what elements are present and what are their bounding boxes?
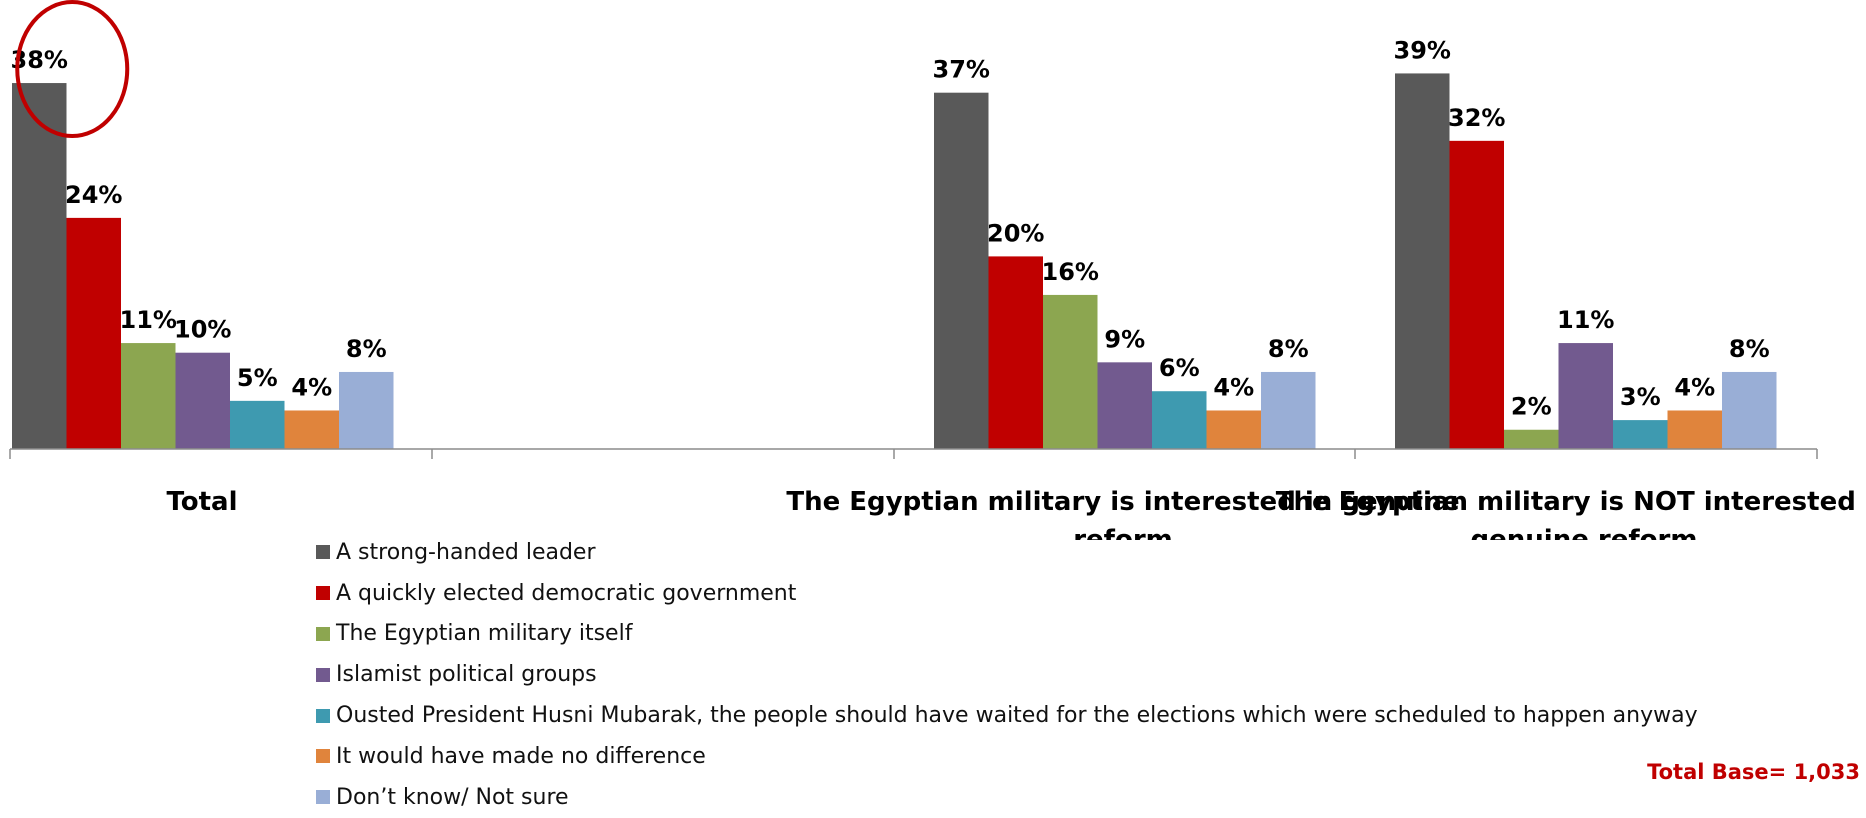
legend-swatch <box>316 626 330 641</box>
highlight-circle <box>15 0 130 139</box>
data-label: 10% <box>174 316 231 344</box>
data-label: 8% <box>346 335 387 363</box>
bar-the-egyptian-military-is-interested-in-g-islamist-political-groups <box>1097 362 1152 449</box>
data-label: 4% <box>291 373 332 401</box>
legend-item-it-would-have-made-no-difference: It would have made no difference <box>316 736 1698 777</box>
bar-the-egyptian-military-is-interested-in-g-it-would-have-made-no-difference <box>1206 410 1261 449</box>
data-label: 8% <box>1729 335 1770 363</box>
legend-label: Islamist political groups <box>336 662 597 688</box>
legend-item-ousted-president-husni-mubarak-the-peopl: Ousted President Husni Mubarak, the peop… <box>316 695 1698 736</box>
total-base-note: Total Base= 1,033 <box>1647 760 1860 784</box>
bar-total-the-egyptian-military-itself <box>121 343 176 449</box>
data-label: 9% <box>1104 325 1145 353</box>
data-label: 39% <box>1394 36 1451 64</box>
legend: A strong-handed leader A quickly elected … <box>316 532 1698 818</box>
bar-the-egyptian-military-is-interested-in-g-the-egyptian-military-itself <box>1043 294 1098 449</box>
bar-the-egyptian-military-is-not-interested--it-would-have-made-no-difference <box>1667 410 1722 449</box>
legend-swatch <box>316 790 330 805</box>
bar-total-it-would-have-made-no-difference <box>284 410 339 449</box>
bar-the-egyptian-military-is-not-interested--a-strong-handed-leader <box>1395 73 1450 450</box>
legend-label: Don’t know/ Not sure <box>336 784 569 810</box>
data-label: 16% <box>1042 258 1099 286</box>
data-label: 5% <box>237 364 278 392</box>
category-labels: Total The Egyptian military is interested… <box>166 487 1866 540</box>
data-label: 24% <box>65 181 122 209</box>
bar-total-don-t-know-not-sure <box>339 371 394 449</box>
legend-label: Ousted President Husni Mubarak, the peop… <box>336 703 1698 729</box>
data-label: 4% <box>1213 373 1254 401</box>
legend-swatch <box>316 749 330 764</box>
legend-swatch <box>316 586 330 601</box>
value-labels-layer: 38% 37%39%24%20%32%11%16%2%10% 9%11%5% 6%3%… <box>11 36 1770 420</box>
bar-the-egyptian-military-is-interested-in-g-ousted-president-husni-mubarak-the-peopl <box>1152 391 1207 449</box>
data-label: 3% <box>1620 383 1661 411</box>
category-label-the-egyptian-military-is-interested-in-g: The Egyptian military is interested in g… <box>786 487 1459 540</box>
data-label: 11% <box>1557 306 1614 334</box>
legend-swatch <box>316 708 330 723</box>
data-label: 4% <box>1674 373 1715 401</box>
bar-the-egyptian-military-is-interested-in-g-a-strong-handed-leader <box>934 92 989 449</box>
data-label: 32% <box>1448 104 1505 132</box>
bar-total-ousted-president-husni-mubarak-the-peopl <box>230 400 285 449</box>
bar-chart: 38% 37%39%24%20%32%11%16%2%10% 9%11%5% 6%3%… <box>9 0 1866 540</box>
x-axis <box>9 448 1818 459</box>
legend-label: A strong-handed leader <box>336 539 596 565</box>
bars-layer <box>12 73 1777 450</box>
legend-item-a-quickly-elected-democratic-government: A quickly elected democratic government <box>316 573 1698 614</box>
bar-the-egyptian-military-is-not-interested--islamist-political-groups <box>1558 343 1613 449</box>
bar-the-egyptian-military-is-interested-in-g-a-quickly-elected-democratic-government <box>988 256 1043 449</box>
legend-item-don-t-know-not-sure: Don’t know/ Not sure <box>316 777 1698 818</box>
data-label: 2% <box>1511 393 1552 421</box>
legend-label: The Egyptian military itself <box>336 621 633 647</box>
highlight-layer <box>15 0 130 139</box>
legend-item-a-strong-handed-leader: A strong-handed leader <box>316 532 1698 573</box>
bar-total-a-quickly-elected-democratic-government <box>66 217 121 449</box>
bar-the-egyptian-military-is-not-interested--the-egyptian-military-itself <box>1504 429 1559 449</box>
bar-the-egyptian-military-is-not-interested--ousted-president-husni-mubarak-the-peopl <box>1613 420 1668 449</box>
category-label-total: Total <box>166 487 237 517</box>
bar-the-egyptian-military-is-not-interested--a-quickly-elected-democratic-government <box>1449 140 1504 449</box>
bar-the-egyptian-military-is-not-interested--don-t-know-not-sure <box>1722 371 1777 449</box>
data-label: 11% <box>120 306 177 334</box>
legend-item-islamist-political-groups: Islamist political groups <box>316 654 1698 695</box>
data-label: 20% <box>987 219 1044 247</box>
bar-the-egyptian-military-is-interested-in-g-don-t-know-not-sure <box>1261 371 1316 449</box>
legend-label: It would have made no difference <box>336 743 706 769</box>
legend-label: A quickly elected democratic government <box>336 580 797 606</box>
data-label: 6% <box>1159 354 1200 382</box>
bar-total-islamist-political-groups <box>175 352 230 449</box>
category-label-the-egyptian-military-is-not-interested-: The Egyptian military is NOT interested … <box>1276 487 1866 540</box>
data-label: 37% <box>933 56 990 84</box>
bar-total-a-strong-handed-leader <box>12 83 67 449</box>
legend-swatch <box>316 667 330 682</box>
legend-swatch <box>316 545 330 560</box>
legend-item-the-egyptian-military-itself: The Egyptian military itself <box>316 614 1698 655</box>
data-label: 8% <box>1268 335 1309 363</box>
